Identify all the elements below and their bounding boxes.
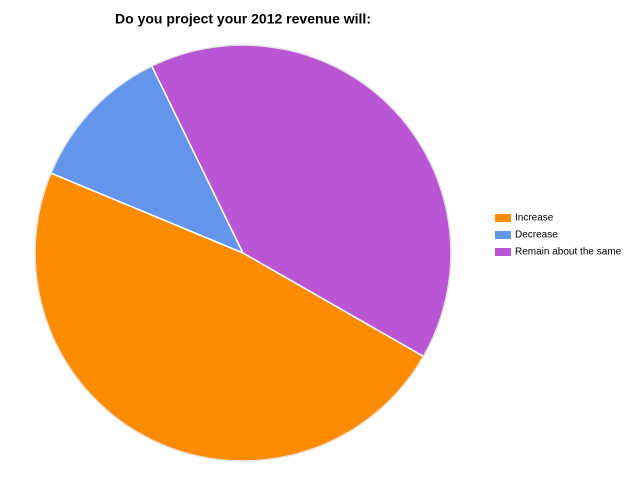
pie-outline — [34, 44, 452, 462]
chart-title: Do you project your 2012 revenue will: — [115, 11, 371, 27]
legend-label: Remain about the same — [515, 247, 622, 258]
legend-swatch — [495, 231, 511, 239]
legend-label: Increase — [515, 213, 554, 224]
legend-label: Decrease — [515, 230, 558, 241]
legend-swatch — [495, 248, 511, 256]
legend-swatch — [495, 214, 511, 222]
